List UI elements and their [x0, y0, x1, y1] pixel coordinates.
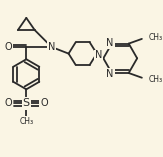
Text: CH₃: CH₃: [148, 32, 163, 41]
Text: S: S: [23, 98, 30, 108]
Text: O: O: [40, 98, 48, 108]
Text: CH₃: CH₃: [148, 75, 163, 84]
Text: N: N: [106, 38, 114, 48]
Text: N: N: [48, 42, 55, 52]
Text: CH₃: CH₃: [19, 117, 33, 126]
Text: O: O: [5, 42, 12, 52]
Text: N: N: [95, 51, 102, 60]
Text: O: O: [5, 98, 12, 108]
Text: N: N: [106, 69, 114, 79]
